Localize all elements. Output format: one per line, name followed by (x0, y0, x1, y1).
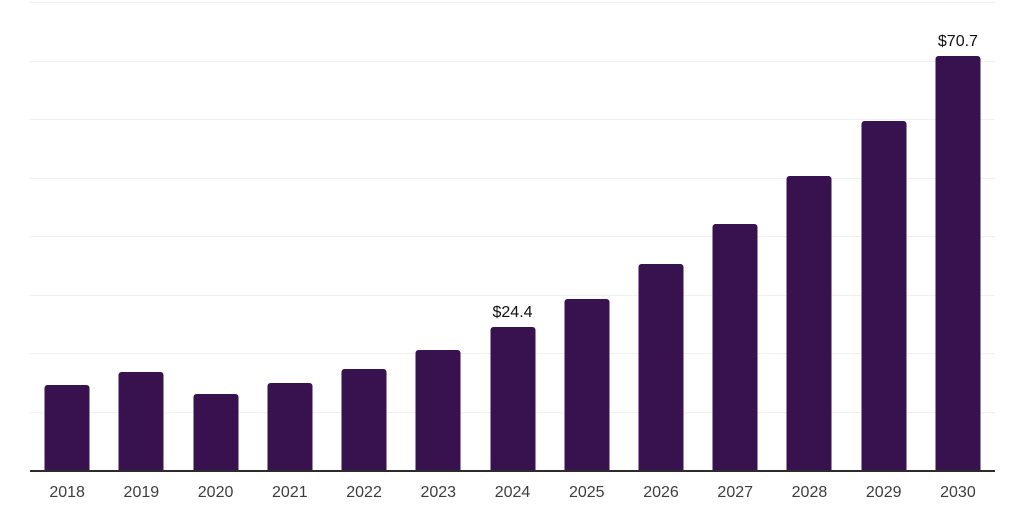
bar-slot-2019 (104, 2, 178, 470)
bar-2018 (44, 384, 90, 470)
x-axis-label-2018: 2018 (49, 484, 85, 501)
bar-slot-2026 (624, 2, 698, 470)
x-axis-label-2024: 2024 (494, 484, 531, 501)
bar-2030 (935, 56, 981, 470)
x-axis-label-2019: 2019 (123, 484, 160, 501)
bar-2020 (193, 394, 239, 470)
bar-2027 (712, 223, 758, 470)
bar-slot-2021 (253, 2, 327, 470)
bar-series: $24.4 $70.7 (30, 2, 995, 470)
x-axis-labels: 2018 2019 2020 2021 2022 2023 2024 2025 2026 2027… (30, 472, 995, 501)
gridline-80 (30, 2, 995, 3)
bar-slot-2023 (401, 2, 475, 470)
x-axis-label-2028: 2028 (791, 484, 828, 501)
x-axis-label-2029: 2029 (865, 484, 902, 501)
x-axis-label-2026: 2026 (643, 484, 679, 501)
bar-2028 (786, 176, 832, 470)
bar-2025 (564, 298, 610, 470)
bar-slot-2030: $70.7 (921, 2, 995, 470)
bar-2026 (638, 263, 684, 470)
bar-value-label-2024: $24.4 (492, 304, 533, 322)
gridline-30 (30, 294, 995, 296)
bar-2029 (861, 121, 907, 470)
bar-2021 (267, 383, 313, 470)
x-axis-label-2020: 2020 (197, 484, 234, 501)
bar-2023 (415, 350, 461, 470)
bar-value-label-2030: $70.7 (937, 33, 978, 51)
gridline-50 (30, 177, 995, 179)
bar-2024 (490, 327, 536, 470)
bar-slot-2024: $24.4 (475, 2, 549, 470)
x-axis-label-2021: 2021 (272, 484, 308, 501)
plot-area: $24.4 $70.7 (30, 2, 995, 472)
bar-slot-2029 (847, 2, 921, 470)
bar-slot-2020 (178, 2, 252, 470)
bar-slot-2028 (772, 2, 846, 470)
x-axis-label-2023: 2023 (420, 484, 457, 501)
bar-2022 (341, 368, 387, 470)
bar-slot-2022 (327, 2, 401, 470)
bar-2019 (118, 371, 164, 470)
bar-slot-2025 (550, 2, 624, 470)
gridline-40 (30, 236, 995, 237)
bar-slot-2018 (30, 2, 104, 470)
gridline-60 (30, 119, 995, 120)
x-axis-label-2025: 2025 (568, 484, 605, 501)
x-axis-label-2022: 2022 (346, 484, 382, 501)
gridline-70 (30, 60, 995, 62)
x-axis-label-2027: 2027 (717, 484, 754, 501)
bar-slot-2027 (698, 2, 772, 470)
x-axis-label-2030: 2030 (940, 484, 976, 501)
